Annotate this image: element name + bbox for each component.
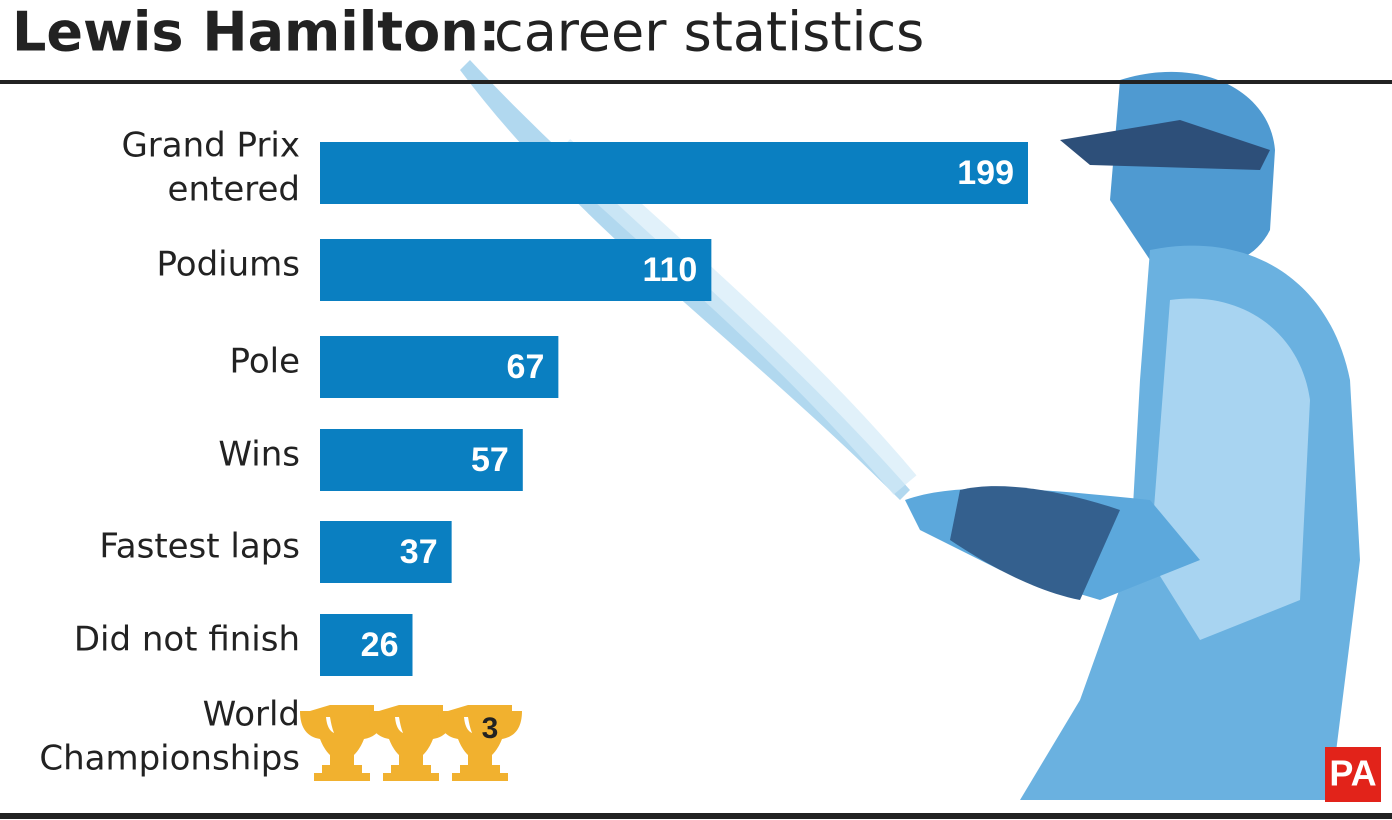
bar [320,142,1028,204]
trophy [300,705,384,781]
category-label: Did not finish [74,620,300,660]
bar [320,614,413,676]
bar [320,239,712,301]
category-label: Grand Prix [121,126,300,166]
value-label: 37 [400,533,438,571]
bar [320,521,452,583]
chart-subtitle: career statistics [494,1,924,64]
trophy [369,705,453,781]
logo-box [1325,747,1381,802]
category-label: Podiums [156,245,300,285]
value-label: 199 [957,154,1014,192]
category-label: entered [168,170,300,210]
logo: PA [1329,753,1376,794]
value-label: 110 [642,251,697,289]
category-label: Championships [39,739,300,779]
category-label: Fastest laps [99,527,300,567]
bar [320,429,523,491]
value-label: 26 [361,626,399,664]
value-label: 57 [471,441,509,479]
category-label: Wins [218,435,300,475]
trophy [438,705,522,781]
value-label: 67 [507,348,545,386]
category-label: World [203,695,300,735]
championship-count: 3 [482,712,499,745]
chart-title: Lewis Hamilton: [12,1,500,64]
category-label: Pole [230,342,300,382]
bar [320,336,559,398]
